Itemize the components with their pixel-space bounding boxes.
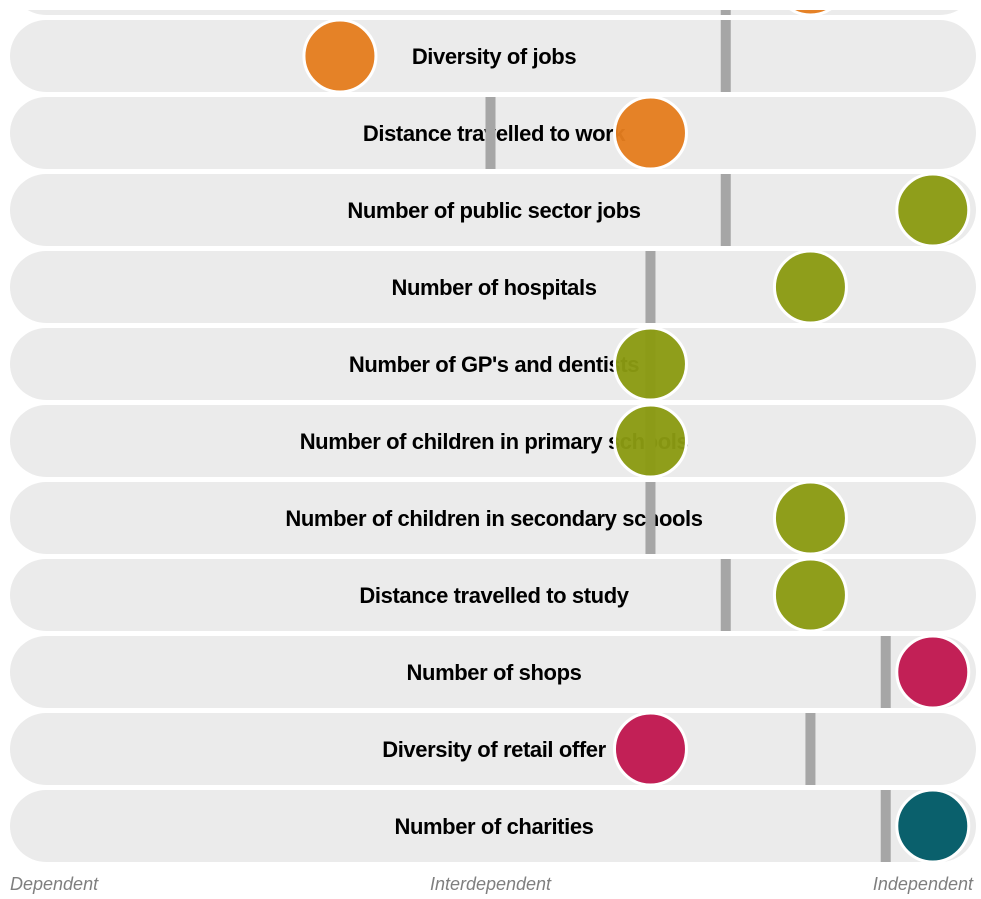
benchmark-marker xyxy=(880,790,891,862)
chart-row: Distance travelled to work xyxy=(10,95,976,171)
row-background xyxy=(10,328,976,400)
row-label: Number of GP's and dentists xyxy=(349,352,639,377)
chart-row: Number of charities xyxy=(10,788,976,864)
row-label: Distance travelled to study xyxy=(359,583,629,608)
data-point xyxy=(612,326,688,402)
chart-row: Diversity of jobs xyxy=(10,18,976,94)
benchmark-marker xyxy=(645,251,656,323)
row-background xyxy=(10,20,976,92)
row-background xyxy=(10,559,976,631)
row-background xyxy=(10,790,976,862)
chart-rows: Diversity of jobs Distance travelled to w… xyxy=(10,10,976,864)
axis-label-left: Dependent xyxy=(10,874,99,894)
benchmark-marker xyxy=(720,174,731,246)
row-background xyxy=(10,636,976,708)
chart-row: Diversity of retail offer xyxy=(10,711,976,787)
chart-row: Distance travelled to study xyxy=(10,557,976,633)
row-background xyxy=(10,251,976,323)
row-background xyxy=(10,405,976,477)
benchmark-marker xyxy=(720,559,731,631)
data-point xyxy=(772,557,848,633)
chart-row: Number of hospitals xyxy=(10,249,976,325)
benchmark-marker xyxy=(880,636,891,708)
axis-label-middle: Interdependent xyxy=(429,874,552,894)
chart-row: Number of children in primary schools xyxy=(10,403,976,479)
benchmark-marker xyxy=(645,482,656,554)
data-point xyxy=(612,95,688,171)
benchmark-marker xyxy=(720,10,731,15)
row-label: Diversity of jobs xyxy=(412,44,577,69)
data-point xyxy=(772,249,848,325)
chart-row: Number of GP's and dentists xyxy=(10,326,976,402)
benchmark-marker xyxy=(485,97,496,169)
row-background xyxy=(10,713,976,785)
data-point xyxy=(302,18,378,94)
data-point xyxy=(895,788,971,864)
data-point xyxy=(612,403,688,479)
chart-row: Number of public sector jobs xyxy=(10,172,976,248)
row-label: Number of children in secondary schools xyxy=(285,506,702,531)
row-label: Number of hospitals xyxy=(391,275,596,300)
row-label: Number of public sector jobs xyxy=(347,198,640,223)
data-point xyxy=(895,634,971,710)
benchmark-marker xyxy=(720,20,731,92)
chart-row: Number of shops xyxy=(10,634,976,710)
row-background xyxy=(27,10,959,15)
chart-row xyxy=(27,10,959,17)
row-background xyxy=(10,482,976,554)
data-point xyxy=(612,711,688,787)
data-point xyxy=(789,10,832,17)
row-label: Diversity of retail offer xyxy=(382,737,606,762)
benchmark-marker xyxy=(805,713,816,785)
data-point xyxy=(895,172,971,248)
row-background xyxy=(10,174,976,246)
axis-label-right: Independent xyxy=(872,874,973,894)
chart-row: Number of children in secondary schools xyxy=(10,480,976,556)
data-point xyxy=(772,480,848,556)
row-label: Number of shops xyxy=(407,660,582,685)
row-label: Number of charities xyxy=(394,814,593,839)
